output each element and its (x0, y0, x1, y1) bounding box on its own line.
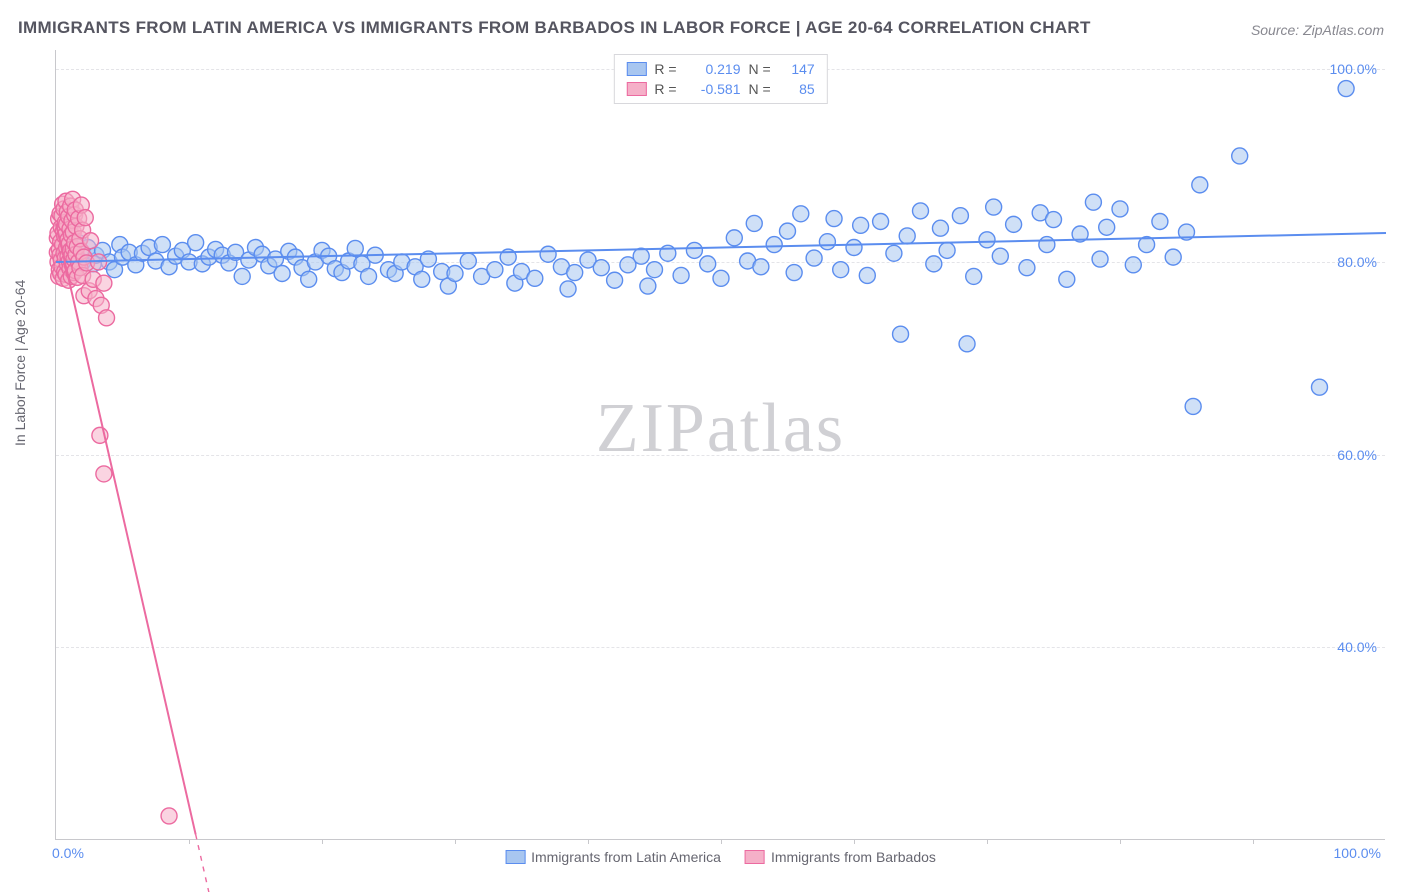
legend-item-0: Immigrants from Latin America (505, 849, 721, 865)
legend-row-0: R = 0.219 N = 147 (626, 59, 814, 79)
swatch-1b (745, 850, 765, 864)
x-tick-min: 0.0% (52, 845, 84, 861)
n-value-1: 85 (779, 81, 815, 97)
legend-series: Immigrants from Latin America Immigrants… (505, 849, 936, 865)
r-value-0: 0.219 (685, 61, 741, 77)
legend-label-0: Immigrants from Latin America (531, 849, 721, 865)
legend-item-1: Immigrants from Barbados (745, 849, 936, 865)
series-1-points (49, 191, 177, 824)
r-value-1: -0.581 (685, 81, 741, 97)
r-label: R = (654, 81, 676, 97)
x-tick-max: 100.0% (1334, 845, 1381, 861)
plot-area: ZIPatlas 40.0%60.0%80.0%100.0% 0.0% 100.… (55, 50, 1385, 840)
n-label: N = (749, 81, 771, 97)
source-label: Source: ZipAtlas.com (1251, 22, 1384, 38)
swatch-1 (626, 82, 646, 96)
chart-title: IMMIGRANTS FROM LATIN AMERICA VS IMMIGRA… (18, 18, 1091, 38)
swatch-0b (505, 850, 525, 864)
legend-label-1: Immigrants from Barbados (771, 849, 936, 865)
legend-correlation: R = 0.219 N = 147 R = -0.581 N = 85 (613, 54, 827, 104)
trend-lines (56, 223, 1386, 892)
r-label: R = (654, 61, 676, 77)
y-axis-label: In Labor Force | Age 20-64 (12, 280, 28, 446)
legend-row-1: R = -0.581 N = 85 (626, 79, 814, 99)
n-label: N = (749, 61, 771, 77)
scatter-svg (56, 50, 1385, 839)
n-value-0: 147 (779, 61, 815, 77)
swatch-0 (626, 62, 646, 76)
